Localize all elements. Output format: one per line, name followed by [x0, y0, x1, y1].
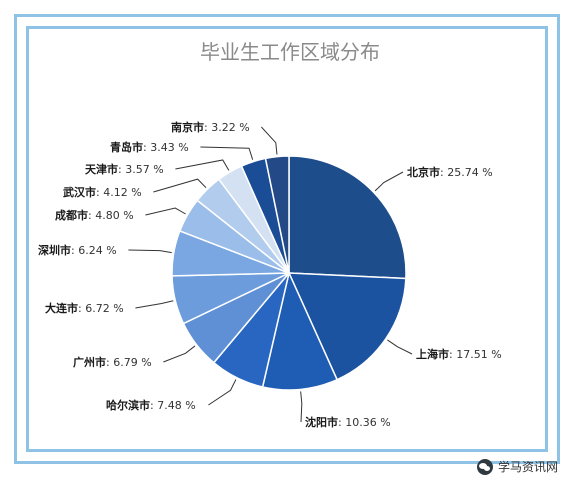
- slice-label-2: 上海市: 17.51 %: [416, 347, 502, 361]
- slice-label-value: : 25.74 %: [440, 166, 493, 179]
- slice-label-city: 天津市: [85, 162, 118, 176]
- slice-label-value: : 17.51 %: [449, 348, 502, 361]
- slice-label-city: 广州市: [73, 355, 106, 369]
- pie-slice-1: [288, 155, 407, 280]
- slice-label-10: 天津市: 3.57 %: [85, 162, 164, 176]
- slice-label-city: 哈尔滨市: [106, 398, 150, 412]
- leader-line-5: [163, 345, 196, 363]
- pie-slice-12: [264, 155, 290, 274]
- wechat-icon: [476, 458, 493, 475]
- slice-label-value: : 4.80 %: [88, 209, 134, 222]
- slice-label-value: : 7.48 %: [150, 399, 196, 412]
- slice-label-value: : 4.12 %: [96, 186, 142, 199]
- slice-label-city: 深圳市: [38, 243, 71, 257]
- leader-line-1: [374, 171, 404, 192]
- slice-label-value: : 3.22 %: [204, 121, 250, 134]
- leader-line-11: [200, 146, 254, 160]
- slice-label-city: 成都市: [55, 208, 88, 222]
- leader-line-7: [128, 249, 172, 254]
- slice-label-8: 成都市: 4.80 %: [55, 208, 134, 222]
- slice-label-value: : 3.57 %: [118, 163, 164, 176]
- pie-slice-2: [287, 272, 407, 381]
- slice-label-4: 哈尔滨市: 7.48 %: [106, 398, 196, 412]
- slice-label-city: 上海市: [416, 347, 449, 361]
- leader-line-2: [387, 339, 413, 355]
- leader-line-9: [153, 178, 207, 193]
- slice-label-3: 沈阳市: 10.36 %: [305, 415, 391, 429]
- slice-label-5: 广州市: 6.79 %: [73, 355, 152, 369]
- slice-label-value: : 3.43 %: [143, 141, 189, 154]
- slice-label-value: : 6.72 %: [78, 302, 124, 315]
- slice-label-city: 南京市: [171, 120, 204, 134]
- slice-label-11: 青岛市: 3.43 %: [110, 140, 189, 154]
- slice-label-9: 武汉市: 4.12 %: [63, 185, 142, 199]
- slice-label-1: 北京市: 25.74 %: [407, 165, 493, 179]
- leader-line-4: [208, 379, 237, 406]
- leader-line-8: [145, 207, 186, 216]
- slice-label-12: 南京市: 3.22 %: [171, 120, 250, 134]
- watermark: 学马资讯网: [476, 458, 558, 475]
- leader-line-6: [135, 300, 174, 309]
- chart-title: 毕业生工作区域分布: [200, 40, 380, 64]
- slice-label-value: : 6.24 %: [71, 244, 117, 257]
- slice-label-city: 北京市: [407, 165, 440, 179]
- watermark-text: 学马资讯网: [497, 460, 558, 474]
- leader-line-10: [175, 159, 230, 171]
- leader-line-12: [261, 126, 278, 155]
- slice-label-city: 武汉市: [63, 185, 96, 199]
- slice-label-city: 大连市: [45, 301, 78, 315]
- slice-label-value: : 10.36 %: [338, 416, 391, 429]
- slice-label-city: 沈阳市: [305, 415, 338, 429]
- slice-label-7: 深圳市: 6.24 %: [38, 243, 117, 257]
- slice-label-6: 大连市: 6.72 %: [45, 301, 124, 315]
- pie-slice-3: [261, 270, 339, 391]
- slice-label-city: 青岛市: [110, 140, 143, 154]
- slice-label-value: : 6.79 %: [106, 356, 152, 369]
- leader-line-3: [300, 391, 303, 423]
